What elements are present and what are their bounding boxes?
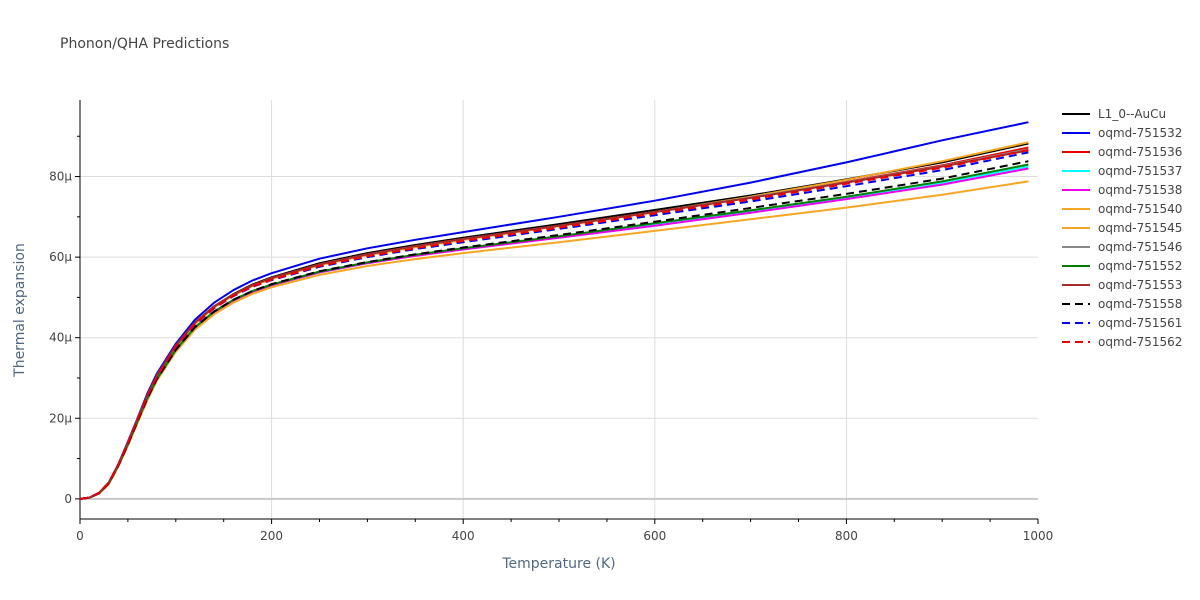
legend-item[interactable]: oqmd-751538 — [1062, 183, 1182, 197]
series-line-oqmd-751558[interactable] — [79, 160, 1029, 500]
legend-item[interactable]: oqmd-751561 — [1062, 316, 1182, 330]
series-line-oqmd-751540[interactable] — [79, 141, 1029, 500]
x-tick-label: 800 — [835, 529, 858, 543]
y-tick-label: 0 — [64, 492, 72, 506]
legend-label: L1_0--AuCu — [1098, 107, 1166, 121]
series-line-oqmd-751537[interactable] — [79, 165, 1029, 500]
legend-label: oqmd-751552 — [1098, 259, 1182, 273]
legend-item[interactable]: oqmd-751536 — [1062, 145, 1182, 159]
legend-item[interactable]: oqmd-751545 — [1062, 221, 1182, 235]
legend-label: oqmd-751532 — [1098, 126, 1182, 140]
legend-label: oqmd-751553 — [1098, 278, 1182, 292]
legend-item[interactable]: oqmd-751546 — [1062, 240, 1182, 254]
series-layer — [79, 121, 1029, 500]
legend-item[interactable]: oqmd-751553 — [1062, 278, 1182, 292]
y-axis-title: Thermal expansion — [12, 243, 28, 378]
legend[interactable]: L1_0--AuCu oqmd-751532 oqmd-751536 oqmd-751… — [1062, 107, 1182, 349]
legend-item[interactable]: oqmd-751562 — [1062, 335, 1182, 349]
series-line-oqmd-751536[interactable] — [79, 146, 1029, 500]
x-tick-label: 200 — [260, 529, 283, 543]
legend-label: oqmd-751562 — [1098, 335, 1182, 349]
series-line-oqmd-751552[interactable] — [79, 163, 1029, 500]
legend-label: oqmd-751545 — [1098, 221, 1182, 235]
x-tick-label: 400 — [452, 529, 475, 543]
chart-title: Phonon/QHA Predictions — [60, 36, 230, 52]
legend-item[interactable]: oqmd-751558 — [1062, 297, 1182, 311]
series-line-oqmd-751561[interactable] — [79, 151, 1029, 500]
x-axis-title: Temperature (K) — [501, 556, 615, 572]
legend-item[interactable]: oqmd-751552 — [1062, 259, 1182, 273]
legend-label: oqmd-751540 — [1098, 202, 1182, 216]
legend-label: oqmd-751536 — [1098, 145, 1182, 159]
legend-item[interactable]: oqmd-751540 — [1062, 202, 1182, 216]
x-tick-label: 600 — [643, 529, 666, 543]
legend-label: oqmd-751538 — [1098, 183, 1182, 197]
legend-label: oqmd-751561 — [1098, 316, 1182, 330]
legend-label: oqmd-751546 — [1098, 240, 1182, 254]
y-tick-label: 60μ — [49, 250, 72, 264]
x-tick-label: 0 — [76, 529, 84, 543]
y-tick-label: 20μ — [49, 411, 72, 425]
series-line-oqmd-751562[interactable] — [79, 149, 1029, 500]
legend-item[interactable]: L1_0--AuCu — [1062, 107, 1166, 121]
legend-label: oqmd-751558 — [1098, 297, 1182, 311]
legend-item[interactable]: oqmd-751537 — [1062, 164, 1182, 178]
legend-label: oqmd-751537 — [1098, 164, 1182, 178]
legend-item[interactable]: oqmd-751532 — [1062, 126, 1182, 140]
y-tick-label: 40μ — [49, 331, 72, 345]
y-tick-label: 80μ — [49, 170, 72, 184]
x-tick-label: 1000 — [1023, 529, 1054, 543]
series-line-L1_0--AuCu[interactable] — [79, 142, 1029, 500]
axis-layer: Temperature (K) Thermal expansion 0 200 40… — [12, 100, 1053, 572]
